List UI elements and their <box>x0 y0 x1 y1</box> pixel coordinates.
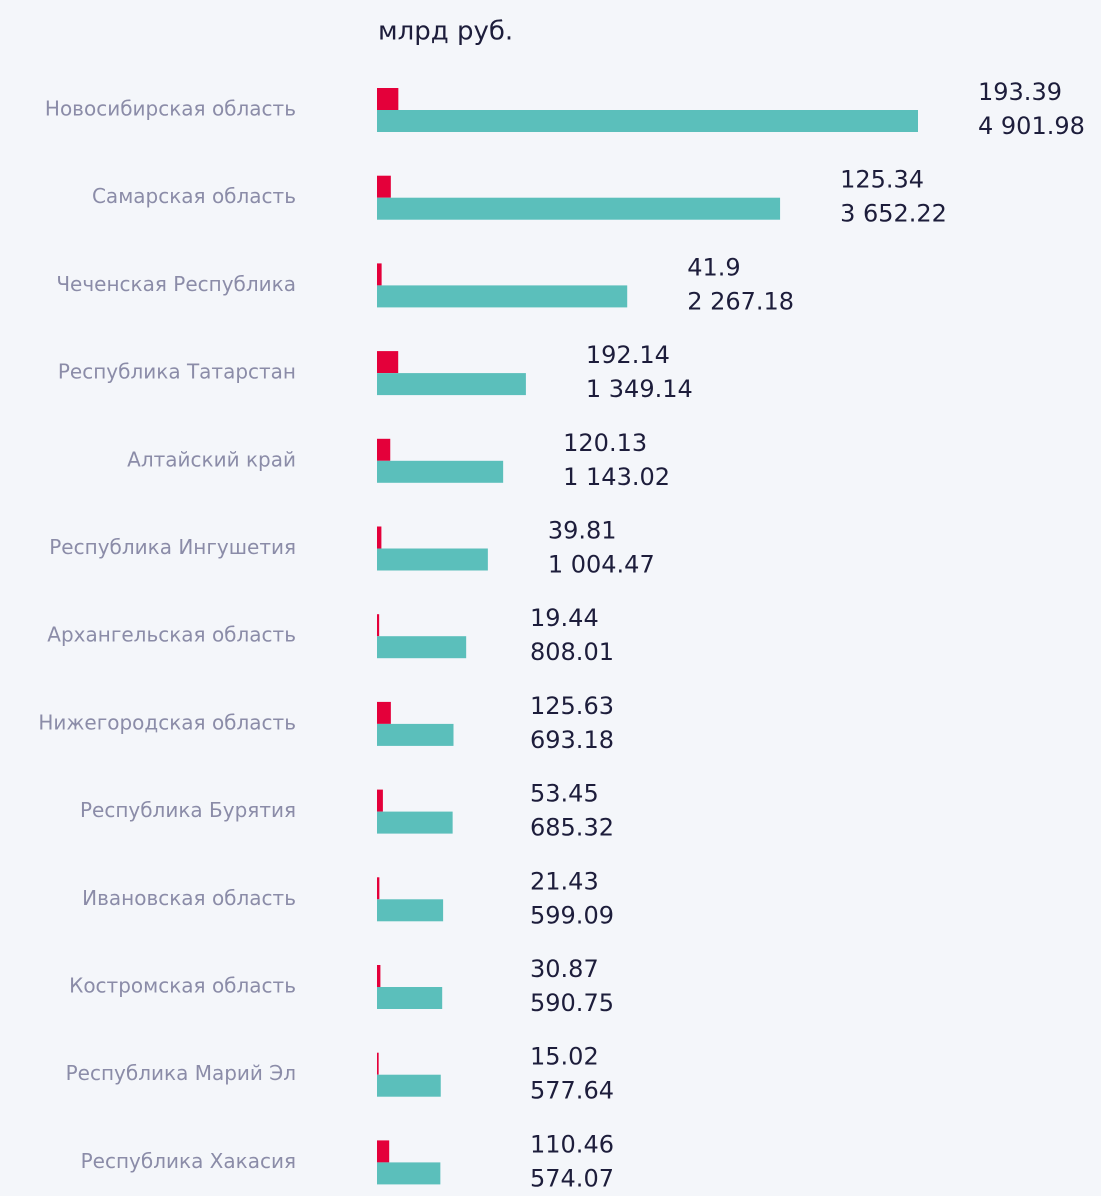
value-label: 110.46 <box>530 1130 614 1158</box>
bar <box>377 701 391 724</box>
value-label: 2 267.18 <box>687 287 794 315</box>
bar <box>377 197 781 220</box>
value-label: 21.43 <box>530 867 599 895</box>
value-label: 1 004.47 <box>548 551 655 579</box>
value-label: 53.45 <box>530 780 599 808</box>
category-label: Ивановская область <box>82 886 296 910</box>
category-label: Нижегородская область <box>38 710 296 734</box>
value-label: 30.87 <box>530 955 599 983</box>
value-label: 125.63 <box>530 692 614 720</box>
bar <box>377 373 526 396</box>
bar <box>377 811 453 834</box>
value-label: 120.13 <box>563 429 647 457</box>
bar <box>377 1162 441 1185</box>
value-label: 41.9 <box>687 253 740 281</box>
bar <box>377 789 383 812</box>
category-label: Республика Ингушетия <box>49 535 296 559</box>
bar <box>377 263 382 286</box>
bar <box>377 285 628 308</box>
category-label: Республика Татарстан <box>58 360 296 384</box>
category-label: Архангельская область <box>47 623 296 647</box>
bar <box>377 636 467 659</box>
category-label: Новосибирская область <box>45 97 296 121</box>
bar <box>377 548 488 571</box>
bar <box>377 1140 390 1163</box>
bar <box>377 1052 379 1075</box>
bar <box>377 899 444 922</box>
category-label: Чеченская Республика <box>56 272 296 296</box>
bar <box>377 175 391 198</box>
value-label: 193.39 <box>978 78 1062 106</box>
value-label: 577.64 <box>530 1077 614 1105</box>
value-label: 693.18 <box>530 726 614 754</box>
bar <box>377 110 918 132</box>
category-label: Республика Марий Эл <box>66 1061 296 1085</box>
value-label: 4 901.98 <box>978 112 1085 140</box>
value-label: 1 349.14 <box>586 375 693 403</box>
bar <box>377 526 382 549</box>
value-label: 590.75 <box>530 989 614 1017</box>
bar <box>377 987 443 1009</box>
category-label: Костромская область <box>69 974 296 998</box>
value-label: 685.32 <box>530 814 614 842</box>
value-label: 39.81 <box>548 517 617 545</box>
value-label: 3 652.22 <box>840 200 947 228</box>
bar <box>377 723 454 746</box>
bar <box>377 1074 441 1097</box>
value-label: 808.01 <box>530 638 614 666</box>
bar <box>377 460 504 483</box>
bar <box>377 88 399 110</box>
value-label: 125.34 <box>840 166 924 194</box>
category-label: Алтайский край <box>127 447 296 471</box>
category-label: Республика Хакасия <box>81 1149 296 1173</box>
value-label: 192.14 <box>586 341 670 369</box>
chart-title: млрд руб. <box>378 17 513 47</box>
category-label: Самарская область <box>92 184 296 208</box>
category-label: Республика Бурятия <box>80 798 296 822</box>
bar <box>377 614 380 637</box>
value-label: 15.02 <box>530 1043 599 1071</box>
value-label: 574.07 <box>530 1164 614 1192</box>
bar <box>377 877 380 900</box>
bar <box>377 438 391 461</box>
value-label: 1 143.02 <box>563 463 670 491</box>
value-label: 599.09 <box>530 901 614 929</box>
bar <box>377 351 399 374</box>
value-label: 19.44 <box>530 604 599 632</box>
bar <box>377 965 381 987</box>
